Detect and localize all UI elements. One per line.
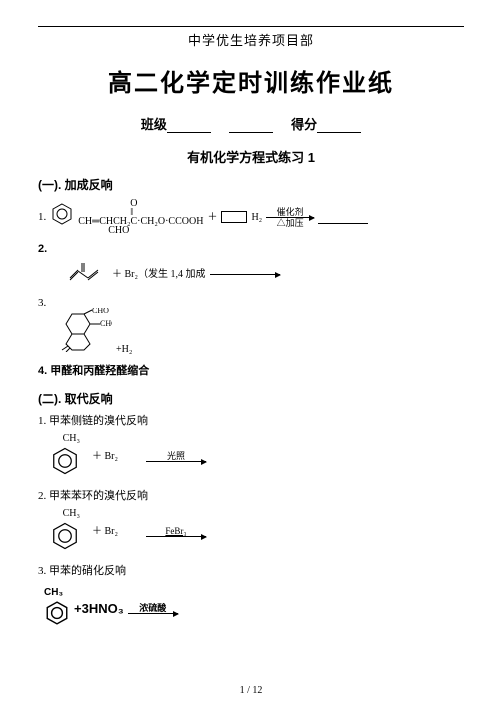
- score-label: 得分: [291, 117, 317, 132]
- section-1-heading: (一). 加成反响: [38, 176, 464, 193]
- s2q3: 3. 甲苯的硝化反响 CH₃ +3HNO₃ 浓硫酸: [38, 563, 464, 632]
- page-title: 高二化学定时训练作业纸: [38, 63, 464, 98]
- isoprene-icon: [68, 260, 108, 290]
- q1-cond-bot: △加压: [277, 218, 304, 228]
- subtitle: 有机化学方程式练习 1: [38, 147, 464, 166]
- arrow-icon: 催化剂 △加压: [266, 207, 314, 228]
- page-footer: 1 / 12: [0, 685, 502, 696]
- q1: 1. O ‖ CH═CHCH₂C·CH₂O·CCOOH CHO ＋ H₂ 催化剂…: [38, 199, 464, 235]
- top-rule: [38, 26, 464, 27]
- s2q3-cond: 浓硫酸: [139, 603, 166, 613]
- s2q3-ch3: CH₃: [44, 585, 63, 600]
- q1-plus: ＋: [207, 210, 217, 225]
- q2: 2. ＋ Br₂（发生 1,4 加成: [38, 241, 464, 289]
- q1-formula: CH═CHCH₂C·CH₂O·CCOOH: [78, 217, 203, 226]
- arrow-icon: FeBr₃: [146, 526, 206, 537]
- s2q1-cond: 光照: [167, 451, 185, 461]
- q3-num: 3.: [38, 297, 46, 309]
- bicyclic-icon: CHO CHO: [58, 308, 112, 358]
- svg-text:CHO: CHO: [100, 319, 112, 328]
- blank-class: [167, 119, 211, 133]
- s2q1-desc: 1. 甲苯侧链的溴代反响: [38, 413, 464, 430]
- s2q1: 1. 甲苯侧链的溴代反响 CH₃ ＋ Br₂ 光照: [38, 413, 464, 482]
- svg-text:CHO: CHO: [92, 308, 109, 315]
- q4: 4. 甲醛和丙醛羟醛缩合: [38, 363, 464, 380]
- institution: 中学优生培养项目部: [38, 30, 464, 49]
- q3-plus: +H₂: [116, 342, 132, 357]
- arrow-icon: 浓硫酸: [128, 603, 178, 614]
- q1-cho: CHO: [78, 226, 129, 235]
- blank-score: [317, 119, 361, 133]
- benzene-icon: [44, 600, 70, 632]
- q2-reagent: ＋ Br₂（发生 1,4 加成: [112, 267, 206, 282]
- answer-blank: [318, 210, 368, 224]
- section-2-heading: (二). 取代反响: [38, 390, 464, 407]
- s2q1-ch3: CH₃: [63, 431, 80, 446]
- q1-cond-top: 催化剂: [277, 207, 304, 217]
- class-label: 班级: [141, 117, 167, 132]
- q3: 3. CHO CHO +H₂: [38, 295, 464, 357]
- q1-o: O: [78, 199, 137, 208]
- blank-mid: [229, 119, 273, 133]
- arrow-icon: [210, 274, 280, 275]
- s2q2: 2. 甲苯苯环的溴代反响 CH₃ ＋ Br₂ FeBr₃: [38, 488, 464, 557]
- q1-num: 1.: [38, 209, 46, 226]
- s2q2-ch3: CH₃: [63, 506, 80, 521]
- fill-row: 班级 得分: [38, 114, 464, 133]
- blank-box: [221, 211, 247, 223]
- s2q3-reagent: +3HNO₃: [74, 599, 124, 619]
- q1-h2: H₂: [251, 210, 262, 225]
- s2q2-reagent: ＋ Br₂: [92, 524, 118, 539]
- arrow-icon: 光照: [146, 451, 206, 462]
- benzene-icon: [50, 446, 80, 482]
- benzene-icon: [50, 202, 74, 232]
- s2q1-reagent: ＋ Br₂: [92, 449, 118, 464]
- s2q3-desc: 3. 甲苯的硝化反响: [38, 563, 464, 580]
- benzene-icon: [50, 521, 80, 557]
- s2q2-cond: FeBr₃: [165, 526, 186, 536]
- q2-num: 2.: [38, 241, 464, 258]
- s2q2-desc: 2. 甲苯苯环的溴代反响: [38, 488, 464, 505]
